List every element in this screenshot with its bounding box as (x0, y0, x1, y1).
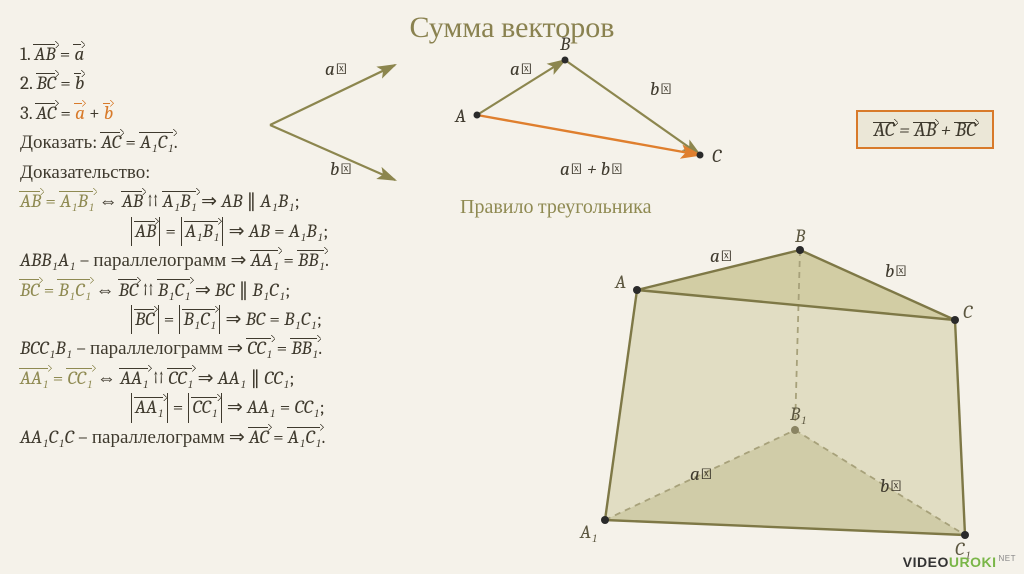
diagram-prism: A B C A₁ B₁ C₁ a⃗ b⃗ a⃗ b⃗ (0, 0, 1024, 574)
svg-text:A: A (614, 271, 626, 293)
svg-text:A₁: A₁ (579, 521, 598, 543)
watermark: VIDEOUROKINET (903, 554, 1016, 570)
svg-text:B₁: B₁ (789, 403, 807, 425)
svg-text:a⃗: a⃗ (690, 463, 713, 485)
svg-text:B: B (794, 225, 806, 247)
svg-text:b⃗: b⃗ (880, 475, 902, 497)
svg-text:b⃗: b⃗ (885, 260, 907, 282)
svg-text:a⃗: a⃗ (710, 245, 733, 267)
svg-text:C: C (963, 301, 973, 323)
